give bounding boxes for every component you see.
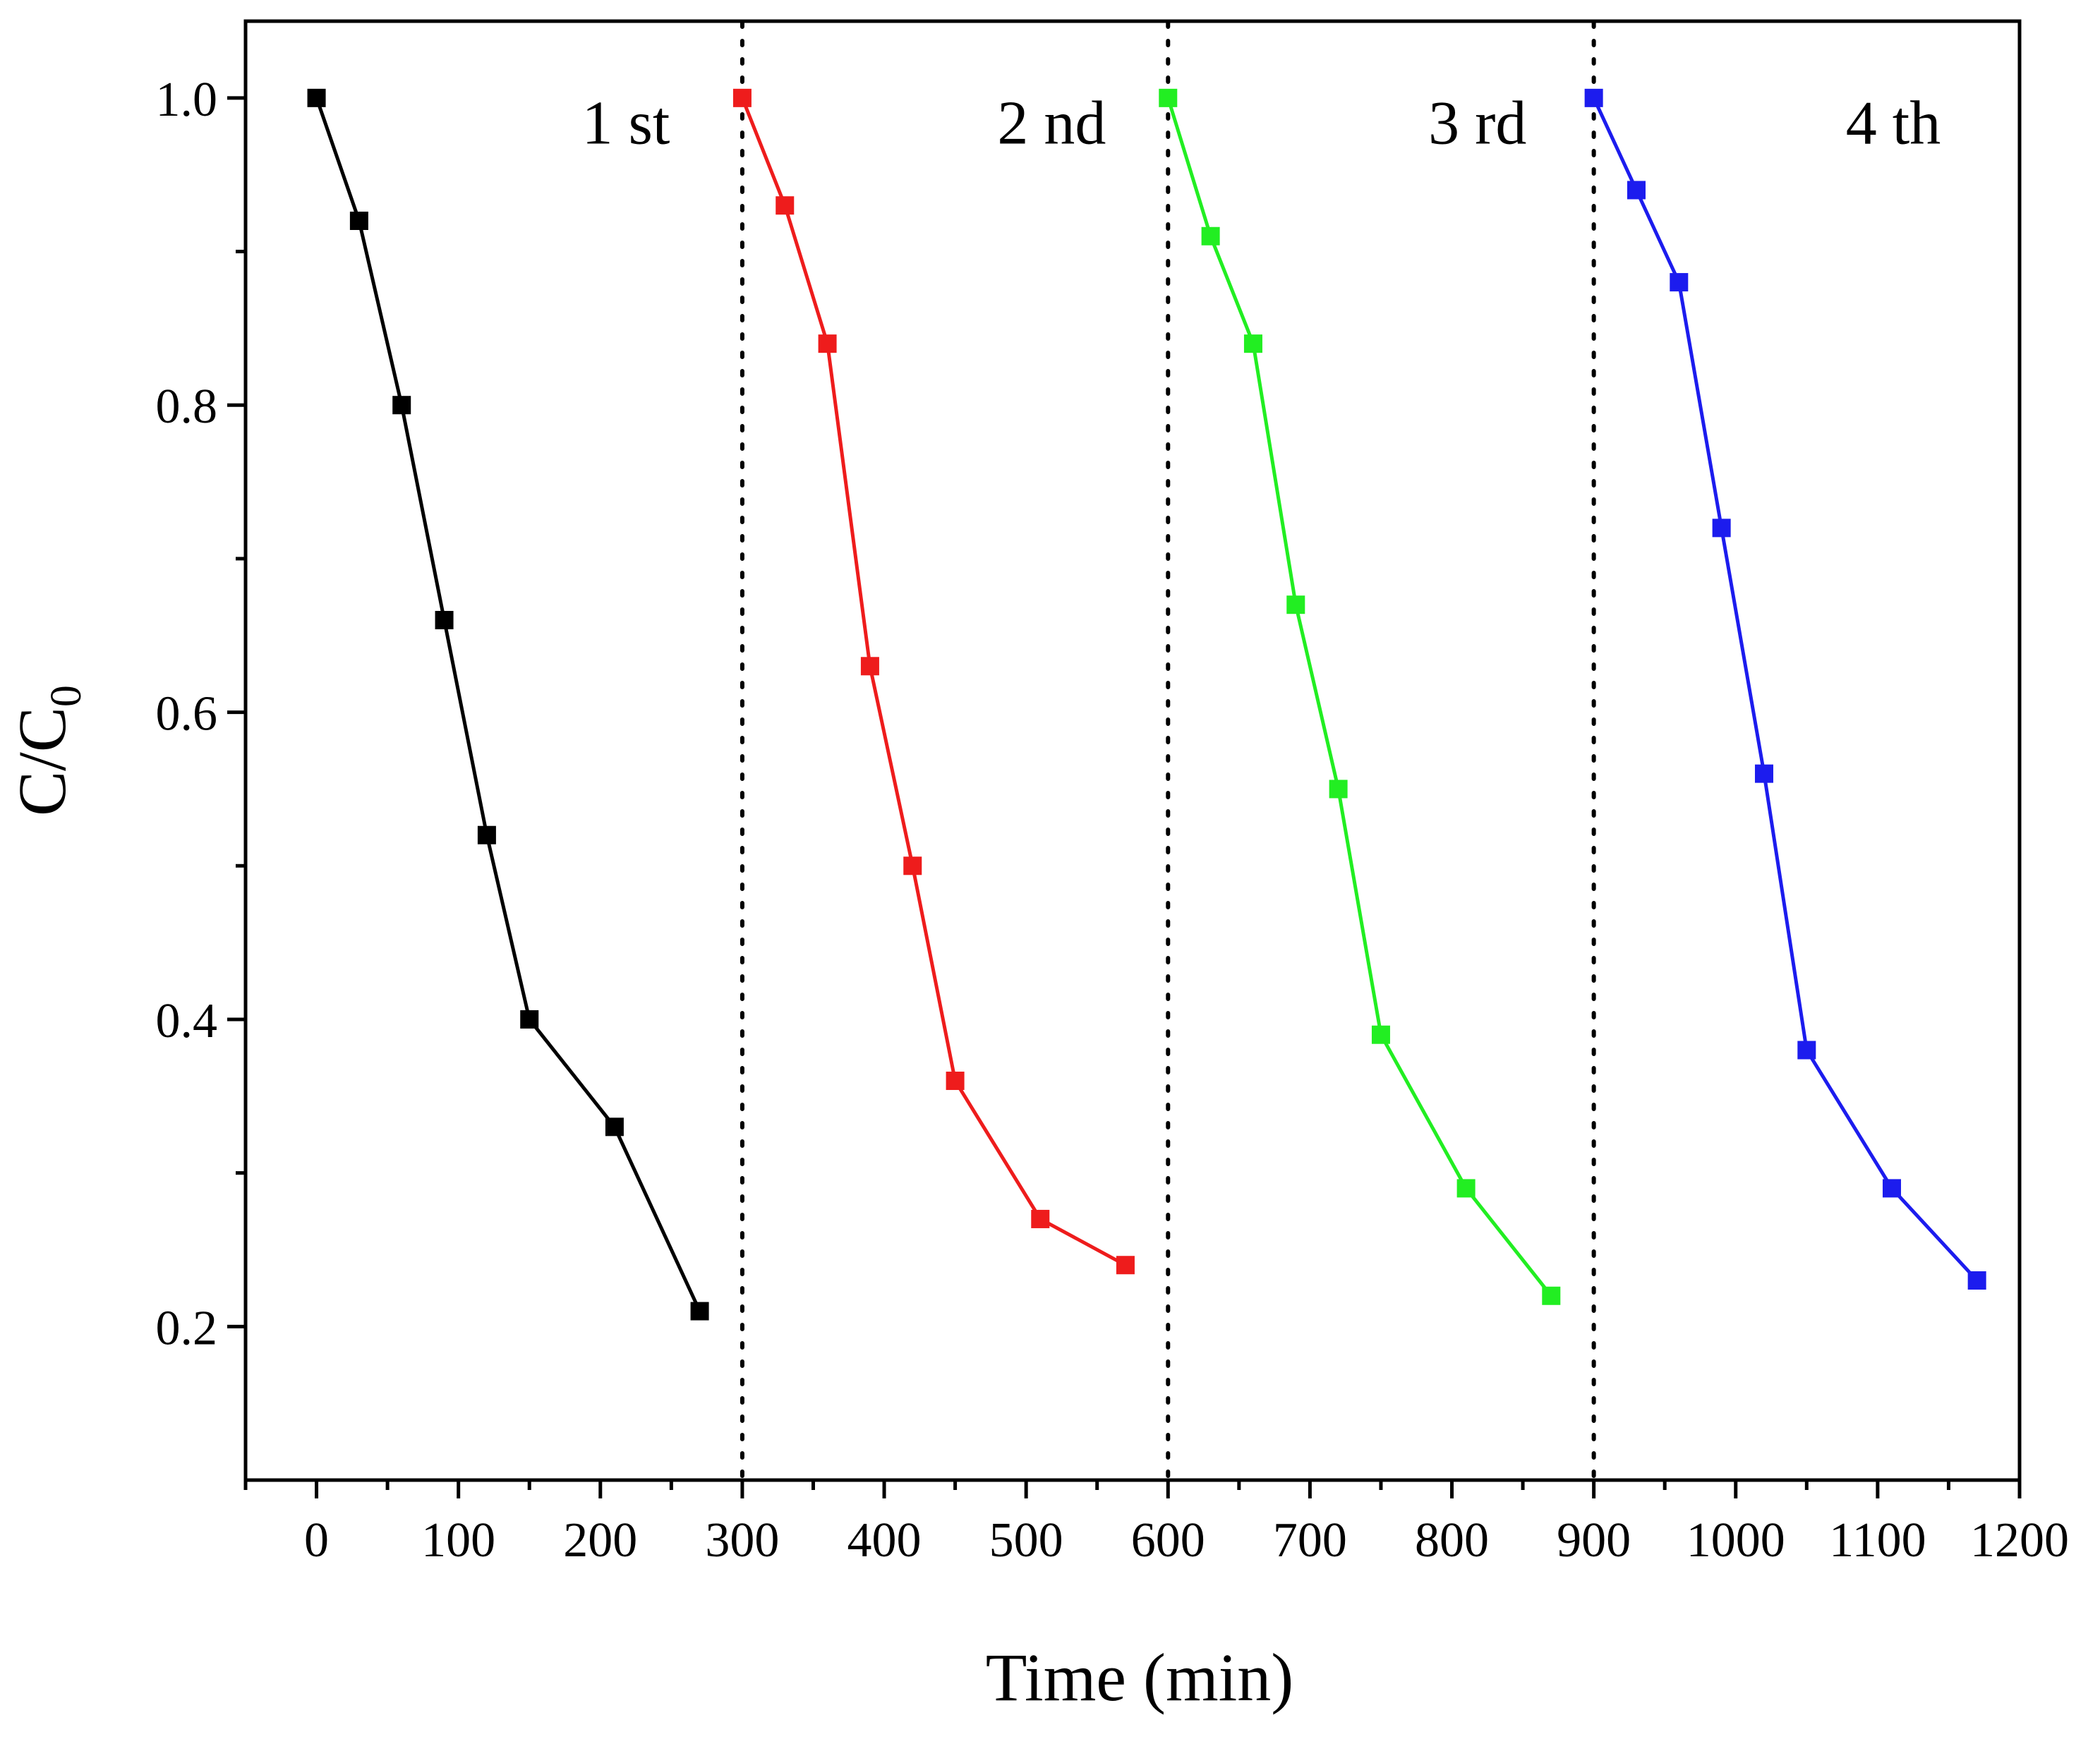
data-point-marker — [1797, 1041, 1816, 1060]
data-point-marker — [349, 211, 368, 230]
series-line — [1592, 97, 1979, 1282]
x-tick-label: 1000 — [1686, 1513, 1785, 1568]
data-point-marker — [1286, 595, 1305, 614]
data-point-marker — [1542, 1286, 1561, 1305]
x-axis-title: Time (min) — [986, 1640, 1294, 1715]
data-point-marker — [1201, 226, 1220, 246]
x-tick-label: 1100 — [1829, 1513, 1926, 1568]
series-cycle-3: 3 rd — [1159, 88, 1561, 1305]
plot-area: 0 100 200 300 400 500 600 700 800 900 1000 1100 1200… — [156, 19, 2069, 1568]
x-tick-label: 0 — [304, 1513, 329, 1568]
data-point-marker — [903, 856, 922, 875]
data-point-marker — [1371, 1025, 1390, 1044]
x-tick-label: 900 — [1557, 1513, 1631, 1568]
data-point-marker — [1882, 1179, 1901, 1198]
x-tick-label: 500 — [989, 1513, 1063, 1568]
data-point-marker — [392, 396, 411, 415]
series-line — [315, 97, 701, 1312]
y-tick-label: 0.2 — [156, 1301, 218, 1355]
series-line — [740, 97, 1127, 1267]
data-point-marker — [477, 825, 496, 844]
x-tick-label: 800 — [1415, 1513, 1489, 1568]
plot-frame — [243, 19, 2022, 1482]
data-point-marker — [605, 1117, 624, 1137]
data-point-marker — [776, 196, 795, 215]
x-tick-label: 700 — [1273, 1513, 1347, 1568]
cycle-label: 3 rd — [1428, 89, 1526, 157]
data-point-marker — [818, 334, 837, 353]
x-tick-label: 200 — [563, 1513, 637, 1568]
cycle-label: 1 st — [582, 89, 670, 157]
series-line — [1166, 97, 1553, 1297]
y-tick-label: 0.8 — [156, 380, 218, 434]
data-point-marker — [1159, 88, 1178, 107]
x-tick-label: 100 — [421, 1513, 495, 1568]
y-axis-title: C/C0 — [4, 685, 90, 816]
y-tick-label: 0.4 — [156, 994, 218, 1048]
y-tick-label: 0.6 — [156, 687, 218, 741]
data-point-marker — [946, 1072, 965, 1091]
data-point-marker — [1031, 1209, 1050, 1228]
y-axis-title-subscript: 0 — [42, 685, 90, 707]
data-point-marker — [1456, 1179, 1476, 1198]
y-axis-title-main: C/C — [4, 707, 80, 816]
data-point-marker — [1670, 273, 1689, 292]
x-tick-label: 300 — [705, 1513, 779, 1568]
series-cycle-4: 4 th — [1584, 88, 1986, 1290]
data-point-marker — [435, 610, 454, 629]
y-tick-label: 1.0 — [156, 73, 218, 127]
data-point-marker — [732, 88, 752, 107]
cycle-label: 2 nd — [997, 89, 1106, 157]
data-point-marker — [1627, 181, 1646, 200]
data-point-marker — [690, 1302, 709, 1321]
x-tick-label: 600 — [1131, 1513, 1205, 1568]
data-point-marker — [1116, 1256, 1135, 1275]
data-point-marker — [1754, 764, 1773, 783]
data-point-marker — [1967, 1271, 1986, 1290]
data-point-marker — [1584, 88, 1603, 107]
data-point-marker — [520, 1010, 539, 1029]
data-point-marker — [1329, 780, 1348, 799]
data-point-marker — [860, 657, 879, 676]
data-point-marker — [1243, 334, 1262, 353]
series-cycle-1: 1 st — [307, 88, 709, 1321]
x-tick-label: 1200 — [1970, 1513, 2069, 1568]
series-cycle-2: 2 nd — [732, 88, 1135, 1275]
x-tick-label: 400 — [847, 1513, 922, 1568]
cycle-label: 4 th — [1846, 89, 1941, 157]
data-point-marker — [307, 88, 326, 107]
data-point-marker — [1712, 519, 1731, 538]
